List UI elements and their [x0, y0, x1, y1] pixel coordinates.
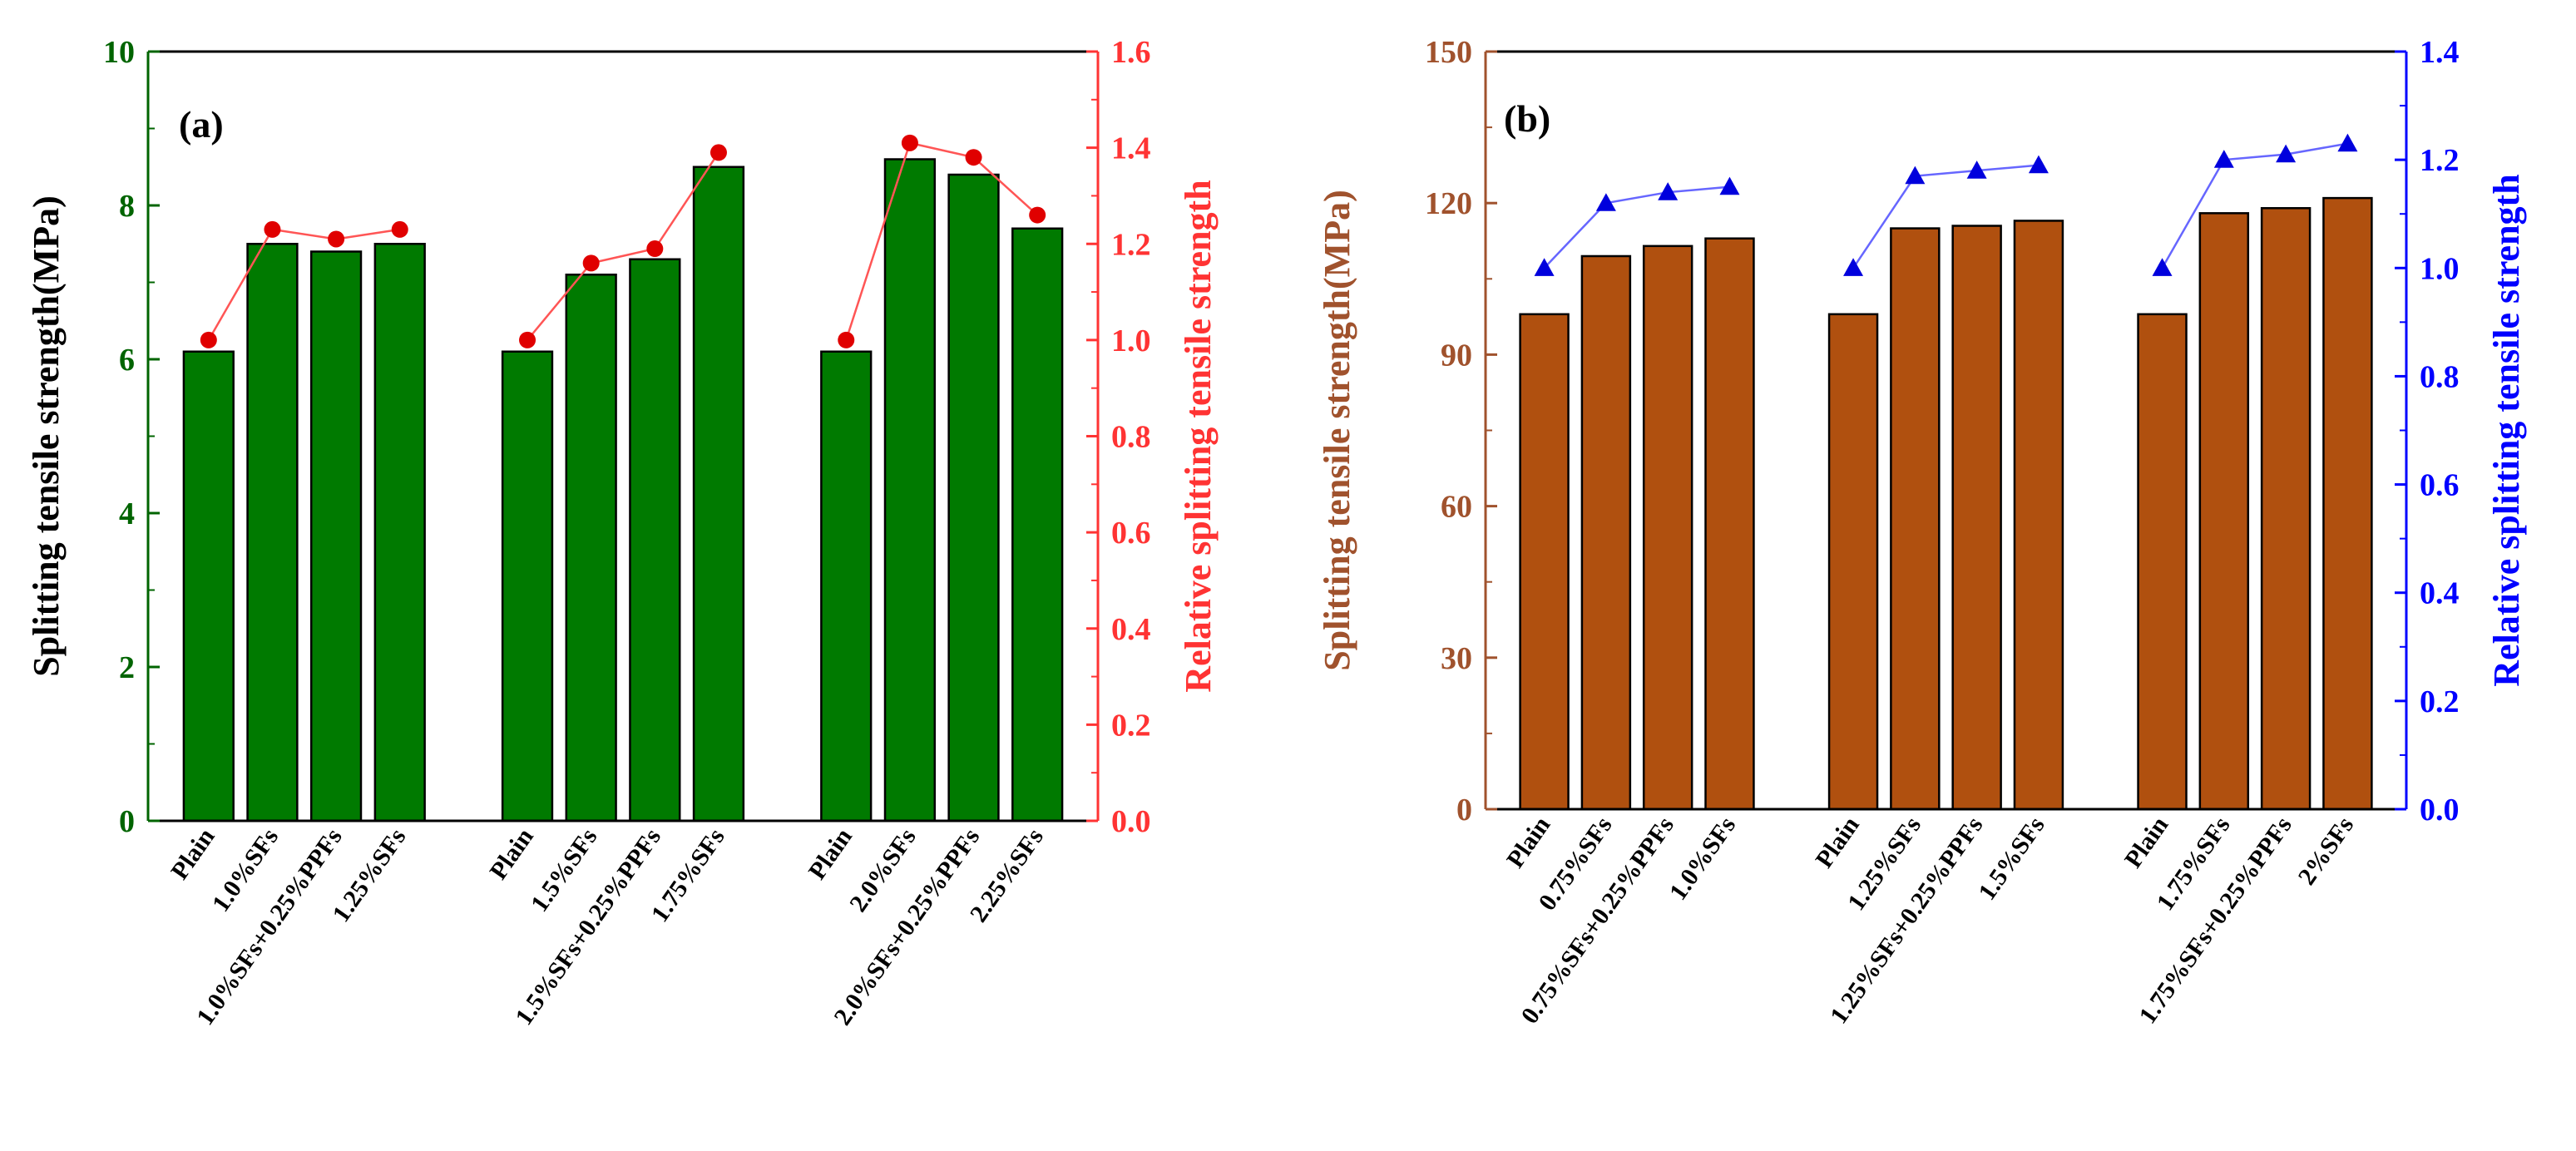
- panel-label: (a): [179, 103, 224, 146]
- bar-g3-1: [2137, 313, 2188, 811]
- bar-g1-3: [1642, 245, 1693, 811]
- bar-g2-4: [2013, 220, 2064, 811]
- bar-g1-1: [1519, 313, 1570, 811]
- relative-point-g2-4: [710, 144, 727, 161]
- relative-point-g2-2: [1905, 165, 1926, 185]
- y-tick-label-right: 0.2: [2420, 684, 2460, 719]
- relative-point-g1-3: [1658, 182, 1679, 200]
- relative-point-g2-1: [519, 331, 536, 348]
- bar-g1-2: [1580, 254, 1632, 811]
- bar-g2-2: [565, 274, 617, 822]
- y-tick-label-right: 1.2: [2420, 143, 2460, 178]
- relative-point-g2-3: [646, 240, 664, 258]
- bar-g3-3: [947, 173, 1000, 822]
- y-tick-label-right: 0.8: [2420, 359, 2460, 394]
- y-tick-label-right: 1.0: [2420, 251, 2460, 286]
- relative-point-g3-4: [2337, 133, 2358, 152]
- relative-point-g3-4: [1029, 206, 1046, 224]
- relative-point-g3-2: [901, 134, 918, 151]
- bar-g3-3: [2260, 207, 2311, 811]
- relative-line-g2: [527, 151, 720, 341]
- y-tick-label-right: 0.2: [1111, 708, 1151, 743]
- chart-panel-b: 0 30 60 90 120 150 0.0 0.2 0.4 0.6 0.8 1.0 1.2 1.4 Pla…: [1317, 35, 2527, 1029]
- y-tick-label-left: 0: [119, 804, 135, 839]
- bar-g2-3: [629, 258, 681, 822]
- bar-g1-3: [309, 250, 363, 822]
- category-label-g1-1: Plain: [166, 823, 220, 885]
- y-axis-title-right: Relative splitting tensile strength: [2486, 174, 2527, 686]
- y-tick-label-right: 1.6: [1111, 35, 1151, 70]
- relative-line-g3: [2161, 142, 2348, 269]
- relative-point-g1-3: [328, 230, 345, 248]
- relative-point-g1-4: [1719, 176, 1740, 195]
- bar-g3-2: [2198, 212, 2250, 811]
- y-tick-label-right: 1.4: [2420, 35, 2460, 70]
- bar-g1-4: [1704, 237, 1755, 811]
- relative-point-g2-4: [2028, 155, 2049, 174]
- relative-point-g2-2: [582, 254, 600, 272]
- bar-g3-2: [883, 158, 937, 822]
- y-tick-label-right: 0.6: [1111, 516, 1151, 551]
- relative-line-g3: [845, 141, 1039, 341]
- category-label-g1-1: Plain: [1501, 812, 1555, 873]
- y-tick-label-left: 6: [119, 343, 135, 378]
- relative-point-g3-1: [2152, 258, 2173, 276]
- relative-line-g1: [1543, 185, 1730, 269]
- y-tick-label-left: 4: [119, 496, 135, 531]
- bar-g3-4: [1011, 227, 1064, 822]
- y-tick-label-right: 0.8: [1111, 420, 1151, 455]
- y-tick-label-right: 0.4: [1111, 612, 1151, 647]
- relative-point-g3-2: [2213, 150, 2234, 168]
- bar-g2-4: [692, 165, 745, 822]
- y-tick-label-right: 0.6: [2420, 468, 2460, 503]
- y-tick-label-left: 30: [1441, 641, 1472, 676]
- category-label-g3-1: Plain: [803, 823, 858, 885]
- y-tick-label-left: 60: [1441, 490, 1472, 525]
- category-label-g3-1: Plain: [2119, 812, 2173, 873]
- y-axis-title-left: Splitting tensile strength(MPa): [1317, 190, 1357, 671]
- relative-point-g1-1: [1534, 258, 1555, 276]
- y-tick-label-right: 0.0: [1111, 804, 1151, 839]
- panel-label: (b): [1504, 97, 1550, 140]
- relative-point-g1-2: [1595, 193, 1616, 211]
- y-tick-label-right: 1.2: [1111, 227, 1151, 262]
- relative-point-g3-3: [2276, 144, 2297, 163]
- y-tick-label-right: 1.4: [1111, 131, 1151, 166]
- bar-g1-1: [182, 350, 235, 822]
- y-tick-label-left: 120: [1425, 186, 1472, 221]
- bar-g1-4: [373, 243, 426, 822]
- category-label-g3-4: 2%SFs: [2293, 812, 2360, 890]
- y-tick-label-left: 8: [119, 189, 135, 224]
- relative-point-g1-2: [264, 220, 281, 238]
- y-tick-label-left: 90: [1441, 338, 1472, 373]
- y-tick-label-right: 0.4: [2420, 576, 2460, 611]
- bar-g3-4: [2322, 196, 2373, 811]
- bar-g2-2: [1890, 227, 1941, 811]
- relative-point-g2-1: [1843, 258, 1864, 276]
- relative-line-g1: [207, 228, 400, 341]
- y-tick-label-right: 0.0: [2420, 793, 2460, 827]
- bar-g2-3: [1951, 225, 2002, 811]
- y-tick-label-left: 150: [1425, 35, 1472, 70]
- bar-g1-2: [246, 243, 299, 822]
- relative-point-g3-1: [838, 331, 855, 348]
- y-axis-title-right: Relative splitting tensile strength: [1178, 180, 1219, 692]
- bar-g2-1: [501, 350, 554, 822]
- relative-point-g2-3: [1966, 161, 1987, 179]
- relative-point-g1-4: [391, 220, 408, 238]
- y-tick-label-left: 2: [119, 650, 135, 685]
- y-tick-label-left: 10: [103, 35, 135, 70]
- bar-g3-1: [820, 350, 873, 822]
- y-axis-title-left: Splitting tensile strength(MPa): [26, 195, 67, 677]
- relative-point-g1-1: [200, 331, 217, 348]
- relative-point-g3-3: [965, 149, 982, 166]
- category-label-g2-1: Plain: [484, 823, 538, 885]
- chart-panel-a: 02468100.00.20.40.60.81.01.21.41.6Plain1…: [26, 35, 1219, 1030]
- y-tick-label-right: 1.0: [1111, 324, 1151, 358]
- category-label-g2-1: Plain: [1811, 812, 1865, 873]
- bar-g2-1: [1827, 313, 1879, 811]
- relative-line-g2: [1852, 164, 2040, 269]
- y-tick-label-left: 0: [1456, 793, 1472, 827]
